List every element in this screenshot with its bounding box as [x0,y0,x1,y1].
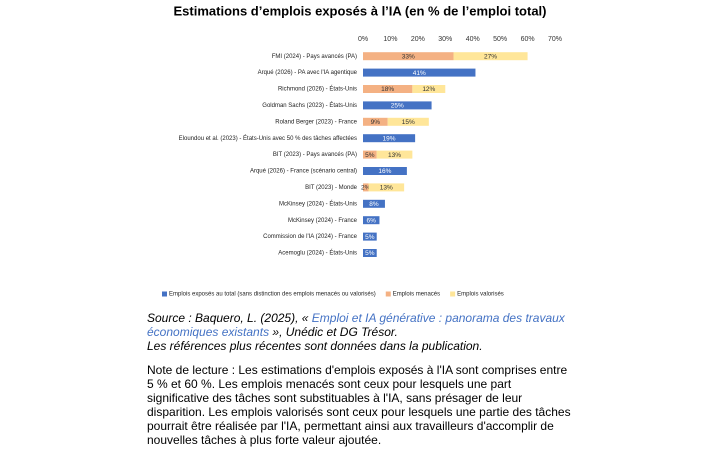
source-suffix: », Unédic et DG Trésor. [269,325,398,339]
x-tick-label: 0% [358,36,368,43]
y-tick-label: Eloundou et al. (2023) - États-Unis avec… [179,135,357,142]
legend-label: Emplois valorisés [457,292,504,298]
source-link[interactable]: Emploi et IA générative : panorama des t… [147,311,565,339]
y-tick-label: FMI (2024) - Pays avancés (PA) [272,54,357,60]
x-tick-label: 20% [411,36,425,43]
source-note: Les références plus récentes sont donnée… [147,339,483,353]
chart: Estimations d’emplois exposés à l’IA (en… [162,3,562,298]
bar [376,150,413,159]
y-tick-label: Goldman Sachs (2023) - États-Unis [262,102,357,109]
bar [363,101,432,110]
y-tick-label: Arqué (2026) - France (scénario central) [250,169,357,175]
x-tick-label: 40% [466,36,480,43]
bar [387,117,429,126]
y-tick-label: Commission de l'IA (2024) - France [263,234,358,240]
value-label: 33% [402,53,415,60]
value-label: 5% [365,152,375,159]
bar [363,150,377,159]
y-tick-label: Richmond (2026) - États-Unis [278,86,357,93]
value-label: 6% [367,217,377,224]
bar [363,167,407,175]
bar [363,68,476,77]
bar [412,85,446,93]
x-tick-label: 60% [521,36,535,43]
x-tick-label: 30% [438,36,452,43]
bar [363,183,369,192]
value-label: 15% [402,119,415,126]
value-label: 16% [378,168,391,175]
legend-swatch [162,291,167,297]
y-tick-label: BIT (2023) - Pays avancés (PA) [273,152,357,158]
y-tick-label: Arqué (2026) - PA avec l'IA agentique [258,70,358,76]
legend-swatch [450,291,456,297]
y-tick-label: McKinsey (2024) - France [288,218,358,224]
reading-note: Note de lecture : Les estimations d'empl… [147,363,571,447]
bar [363,216,380,225]
bar [363,52,454,61]
legend-label: Emplois exposés au total (sans distincti… [169,292,376,298]
legend-swatch [385,291,391,297]
value-label: 5% [365,250,375,257]
legend-label: Emplois menacés [393,292,440,298]
value-label: 12% [422,86,435,93]
bar [363,134,416,143]
x-tick-label: 50% [493,36,507,43]
source: Source : Baquero, L. (2025), « Emploi et… [147,311,572,353]
bar [368,183,405,192]
y-tick-label: BIT (2023) - Monde [305,185,358,191]
value-label: 2% [361,185,371,192]
value-label: 8% [369,201,379,208]
y-tick-label: Roland Berger (2023) - France [275,119,357,125]
value-label: 25% [391,103,404,110]
value-label: 18% [381,86,394,93]
source-prefix: Source : Baquero, L. (2025), « [147,311,312,325]
value-label: 27% [484,53,497,60]
bar [363,249,377,257]
y-tick-label: McKinsey (2024) - États-Unis [279,200,357,207]
x-tick-label: 10% [383,36,397,43]
chart-title: Estimations d’emplois exposés à l’IA (en… [174,3,547,18]
bar [363,232,377,241]
y-tick-label: Acemoglu (2024) - États-Unis [278,250,357,257]
x-tick-label: 70% [548,36,562,43]
bar [453,52,528,61]
value-label: 5% [365,234,375,241]
value-label: 9% [371,119,381,126]
value-label: 13% [380,185,393,192]
value-label: 41% [413,70,426,77]
bar [363,117,388,126]
value-label: 13% [388,152,401,159]
bar [363,85,413,93]
value-label: 19% [383,135,396,142]
bar [363,199,385,208]
